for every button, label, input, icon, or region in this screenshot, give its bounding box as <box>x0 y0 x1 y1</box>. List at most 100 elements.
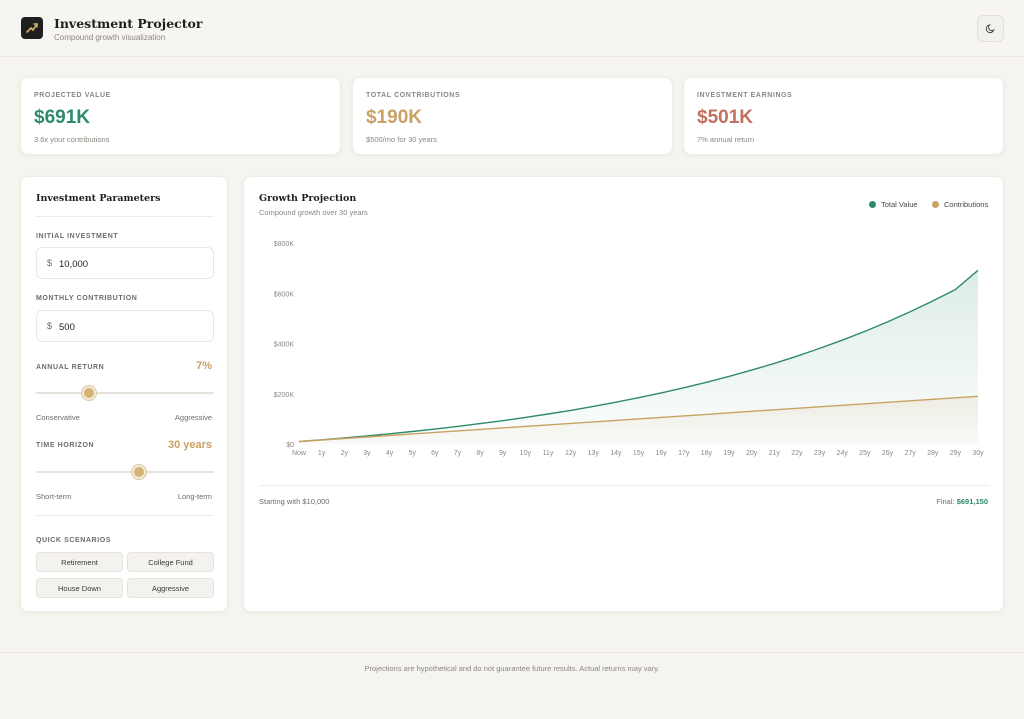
legend-item-contributions: Contributions <box>932 200 988 209</box>
divider <box>36 515 214 516</box>
series-area-total-value <box>299 270 978 444</box>
legend-dot <box>869 201 876 208</box>
annual-return-value: 7% <box>196 360 212 372</box>
chart-footer-start: Starting with $10,000 <box>259 497 330 506</box>
time-horizon-slider-thumb[interactable] <box>132 465 147 479</box>
x-tick-label: 7y <box>454 450 462 457</box>
annual-return-slider-thumb[interactable] <box>82 386 97 400</box>
monthly-contribution-field: $ <box>36 310 214 342</box>
x-tick-label: 4y <box>386 450 394 457</box>
initial-investment-input[interactable] <box>59 254 199 274</box>
x-tick-label: 29y <box>950 450 962 457</box>
monthly-contribution-input[interactable] <box>59 317 199 337</box>
parameters-panel: Investment Parameters INITIAL INVESTMENT… <box>20 176 228 612</box>
final-prefix: Final: <box>936 497 957 506</box>
time-horizon-value: 30 years <box>167 439 212 451</box>
currency-symbol: $ <box>47 321 53 331</box>
growth-chart-panel: Growth Projection Compound growth over 3… <box>243 176 1004 612</box>
divider <box>36 216 214 217</box>
x-tick-label: 13y <box>588 450 600 457</box>
app-title: Investment Projector <box>54 16 203 31</box>
scenario-retirement-button[interactable]: Retirement <box>36 552 123 572</box>
chart-subtitle: Compound growth over 30 years <box>259 208 368 217</box>
annual-return-label: ANNUAL RETURN <box>36 364 105 371</box>
y-tick-label: $600K <box>274 291 295 298</box>
x-tick-label: 28y <box>927 450 939 457</box>
x-tick-label: 19y <box>723 450 735 457</box>
annual-return-slider[interactable] <box>36 392 214 394</box>
stat-value: $190K <box>366 107 422 128</box>
x-tick-label: 21y <box>769 450 781 457</box>
disclaimer-text: Projections are hypothetical and do not … <box>364 664 660 673</box>
x-tick-label: 8y <box>476 450 484 457</box>
x-tick-label: 6y <box>431 450 439 457</box>
chart-footer-final: Final: $691,150 <box>936 497 988 506</box>
x-tick-label: 11y <box>543 450 554 457</box>
stat-value: $691K <box>34 107 90 128</box>
stat-value: $501K <box>697 107 753 128</box>
stat-card-earnings: INVESTMENT EARNINGS $501K 7% annual retu… <box>683 77 1004 155</box>
x-tick-label: 2y <box>341 450 349 457</box>
x-tick-label: 27y <box>904 450 916 457</box>
app-subtitle: Compound growth visualization <box>54 33 166 42</box>
time-horizon-label: TIME HORIZON <box>36 442 95 449</box>
legend-dot <box>932 201 939 208</box>
monthly-contribution-label: MONTHLY CONTRIBUTION <box>36 295 138 302</box>
scenario-house-down-button[interactable]: House Down <box>36 578 123 598</box>
stat-note: 7% annual return <box>697 135 755 144</box>
x-tick-label: 10y <box>520 450 532 457</box>
stat-label: TOTAL CONTRIBUTIONS <box>366 92 461 99</box>
chart-trend-icon <box>26 23 38 33</box>
app-logo <box>21 17 43 39</box>
time-horizon-slider[interactable] <box>36 471 214 473</box>
x-tick-label: 30y <box>972 450 984 457</box>
x-tick-label: 20y <box>746 450 758 457</box>
legend-item-total-value: Total Value <box>869 200 918 209</box>
x-tick-label: 5y <box>408 450 416 457</box>
horizon-max-label: Long-term <box>177 492 212 501</box>
x-tick-label: 17y <box>678 450 690 457</box>
stat-note: $500/mo for 30 years <box>366 135 437 144</box>
initial-investment-field: $ <box>36 247 214 279</box>
legend-label: Contributions <box>944 200 989 209</box>
x-tick-label: 3y <box>363 450 371 457</box>
stat-card-contributions: TOTAL CONTRIBUTIONS $190K $500/mo for 30… <box>352 77 673 155</box>
initial-investment-label: INITIAL INVESTMENT <box>36 233 119 240</box>
stat-label: INVESTMENT EARNINGS <box>697 92 793 99</box>
x-tick-label: 22y <box>791 450 803 457</box>
y-tick-label: $800K <box>274 241 295 248</box>
y-tick-label: $400K <box>274 342 295 349</box>
x-tick-label: 23y <box>814 450 826 457</box>
panel-title: Investment Parameters <box>36 193 161 204</box>
growth-chart: $0 $200K $400K $600K $800K Now 1y 2y 3y 4y 5y 6y 7y… <box>274 241 984 457</box>
chart-title: Growth Projection <box>259 193 357 204</box>
y-tick-label: $200K <box>274 392 295 399</box>
x-tick-label: 15y <box>633 450 645 457</box>
stat-label: PROJECTED VALUE <box>34 92 111 99</box>
x-tick-label: 26y <box>882 450 894 457</box>
series-line-total-value <box>298 269 979 443</box>
page-footer: Projections are hypothetical and do not … <box>0 652 1024 719</box>
x-tick-label: 12y <box>565 450 577 457</box>
x-tick-label: 14y <box>610 450 622 457</box>
stat-card-projected: PROJECTED VALUE $691K 3.6x your contribu… <box>20 77 341 155</box>
divider <box>259 485 990 486</box>
scenario-aggressive-button[interactable]: Aggressive <box>127 578 214 598</box>
return-max-label: Aggressive <box>174 413 212 422</box>
quick-scenarios-label: QUICK SCENARIOS <box>36 537 112 544</box>
return-min-label: Conservative <box>36 413 80 422</box>
theme-toggle-button[interactable] <box>977 15 1004 42</box>
x-tick-label: Now <box>292 450 307 457</box>
scenario-college-fund-button[interactable]: College Fund <box>127 552 214 572</box>
x-tick-label: 18y <box>701 450 713 457</box>
x-tick-label: 25y <box>859 450 871 457</box>
x-tick-label: 1y <box>318 450 326 457</box>
horizon-min-label: Short-term <box>36 492 72 501</box>
series-line-contributions <box>298 395 979 443</box>
y-tick-label: $0 <box>286 442 294 449</box>
final-value: $691,150 <box>956 497 988 506</box>
stat-note: 3.6x your contributions <box>34 135 110 144</box>
x-tick-label: 24y <box>837 450 849 457</box>
app-header: Investment Projector Compound growth vis… <box>0 0 1024 57</box>
legend-label: Total Value <box>881 200 918 209</box>
